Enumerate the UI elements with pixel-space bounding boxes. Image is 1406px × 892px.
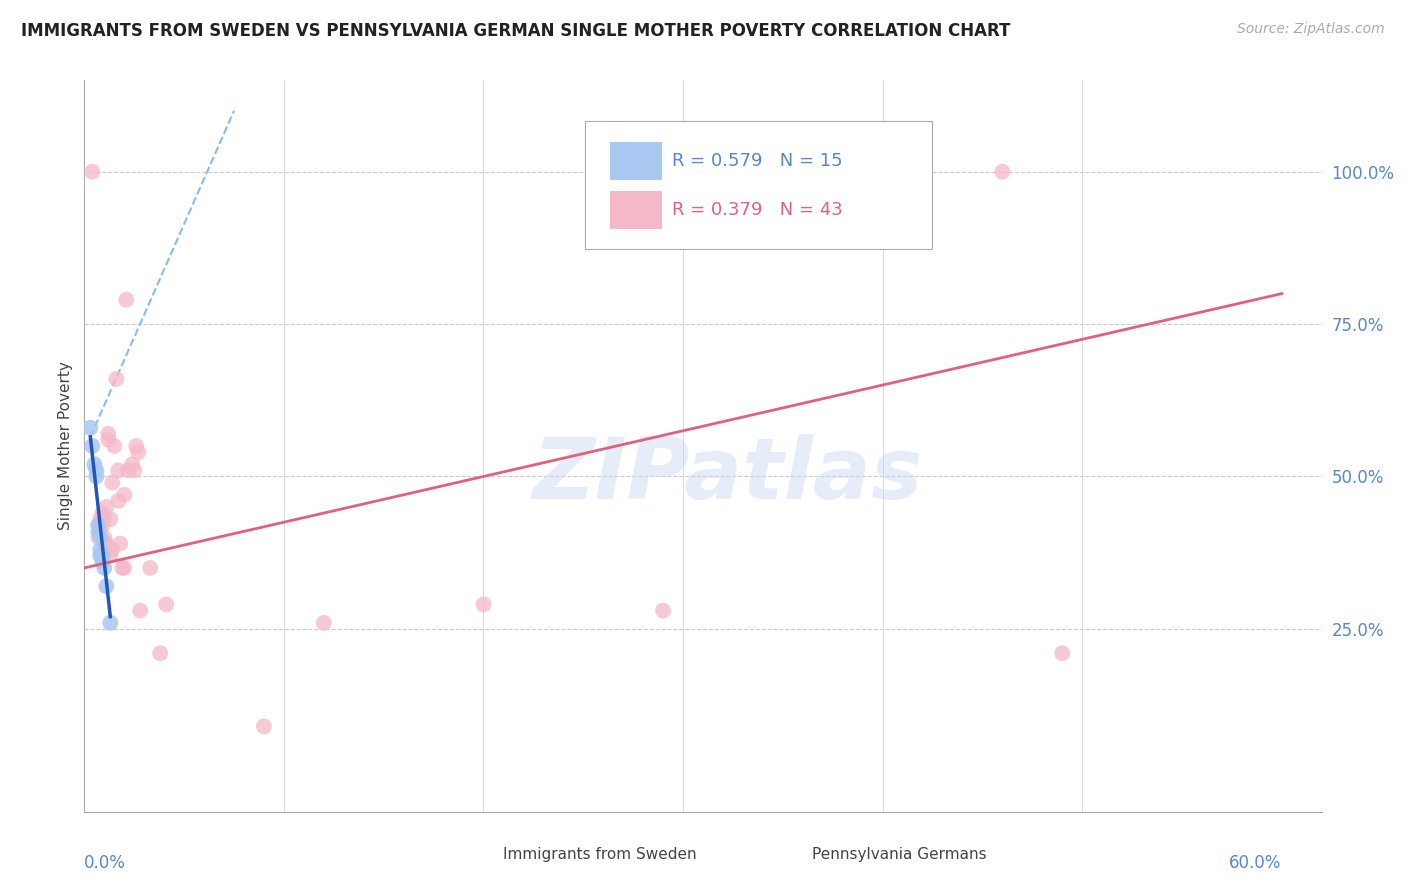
Point	[652, 603, 675, 617]
Point	[112, 561, 135, 575]
Point	[101, 542, 124, 557]
Text: ZIPatlas: ZIPatlas	[533, 434, 922, 516]
Y-axis label: Single Mother Poverty: Single Mother Poverty	[58, 361, 73, 531]
Point	[97, 426, 120, 441]
Text: R = 0.379   N = 43: R = 0.379 N = 43	[672, 202, 842, 219]
Point	[98, 549, 121, 563]
Point	[89, 512, 111, 526]
Point	[105, 372, 128, 386]
Point	[87, 518, 110, 533]
Text: Pennsylvania Germans: Pennsylvania Germans	[811, 847, 987, 863]
Point	[149, 646, 172, 660]
FancyBboxPatch shape	[610, 192, 662, 229]
Point	[91, 549, 114, 563]
Point	[89, 524, 111, 539]
Point	[82, 164, 104, 178]
Point	[87, 524, 110, 539]
Point	[87, 530, 110, 544]
Point	[98, 512, 121, 526]
Point	[93, 561, 115, 575]
Point	[91, 555, 114, 569]
Text: Immigrants from Sweden: Immigrants from Sweden	[502, 847, 696, 863]
Point	[112, 488, 135, 502]
Point	[96, 536, 118, 550]
Point	[1050, 646, 1073, 660]
FancyBboxPatch shape	[610, 143, 662, 180]
Point	[127, 445, 149, 459]
Point	[101, 475, 124, 490]
Point	[79, 421, 101, 435]
Text: IMMIGRANTS FROM SWEDEN VS PENNSYLVANIA GERMAN SINGLE MOTHER POVERTY CORRELATION : IMMIGRANTS FROM SWEDEN VS PENNSYLVANIA G…	[21, 22, 1011, 40]
Point	[82, 439, 104, 453]
Point	[111, 561, 134, 575]
Point	[93, 536, 115, 550]
Text: R = 0.579   N = 15: R = 0.579 N = 15	[672, 153, 842, 170]
Point	[89, 542, 111, 557]
Point	[155, 598, 177, 612]
Point	[86, 469, 108, 483]
Point	[107, 493, 129, 508]
Point	[117, 463, 139, 477]
Point	[312, 615, 335, 630]
Point	[253, 719, 276, 733]
FancyBboxPatch shape	[762, 842, 801, 868]
Point	[110, 536, 132, 550]
Point	[129, 603, 152, 617]
Point	[121, 457, 143, 471]
Point	[98, 615, 121, 630]
Point	[472, 598, 495, 612]
Point	[991, 164, 1014, 178]
Point	[91, 506, 114, 520]
Text: 60.0%: 60.0%	[1229, 855, 1282, 872]
Point	[86, 463, 108, 477]
Point	[122, 463, 145, 477]
Point	[91, 512, 114, 526]
Point	[93, 530, 115, 544]
FancyBboxPatch shape	[453, 842, 492, 868]
Point	[107, 463, 129, 477]
Point	[89, 530, 111, 544]
Point	[83, 457, 105, 471]
Point	[125, 439, 148, 453]
Text: Source: ZipAtlas.com: Source: ZipAtlas.com	[1237, 22, 1385, 37]
Point	[96, 579, 118, 593]
Point	[89, 549, 111, 563]
Point	[91, 518, 114, 533]
Point	[97, 433, 120, 447]
Point	[93, 512, 115, 526]
Point	[103, 439, 125, 453]
Text: 0.0%: 0.0%	[84, 855, 127, 872]
Point	[115, 293, 138, 307]
Point	[96, 500, 118, 514]
FancyBboxPatch shape	[585, 120, 932, 249]
Point	[139, 561, 162, 575]
Point	[87, 518, 110, 533]
